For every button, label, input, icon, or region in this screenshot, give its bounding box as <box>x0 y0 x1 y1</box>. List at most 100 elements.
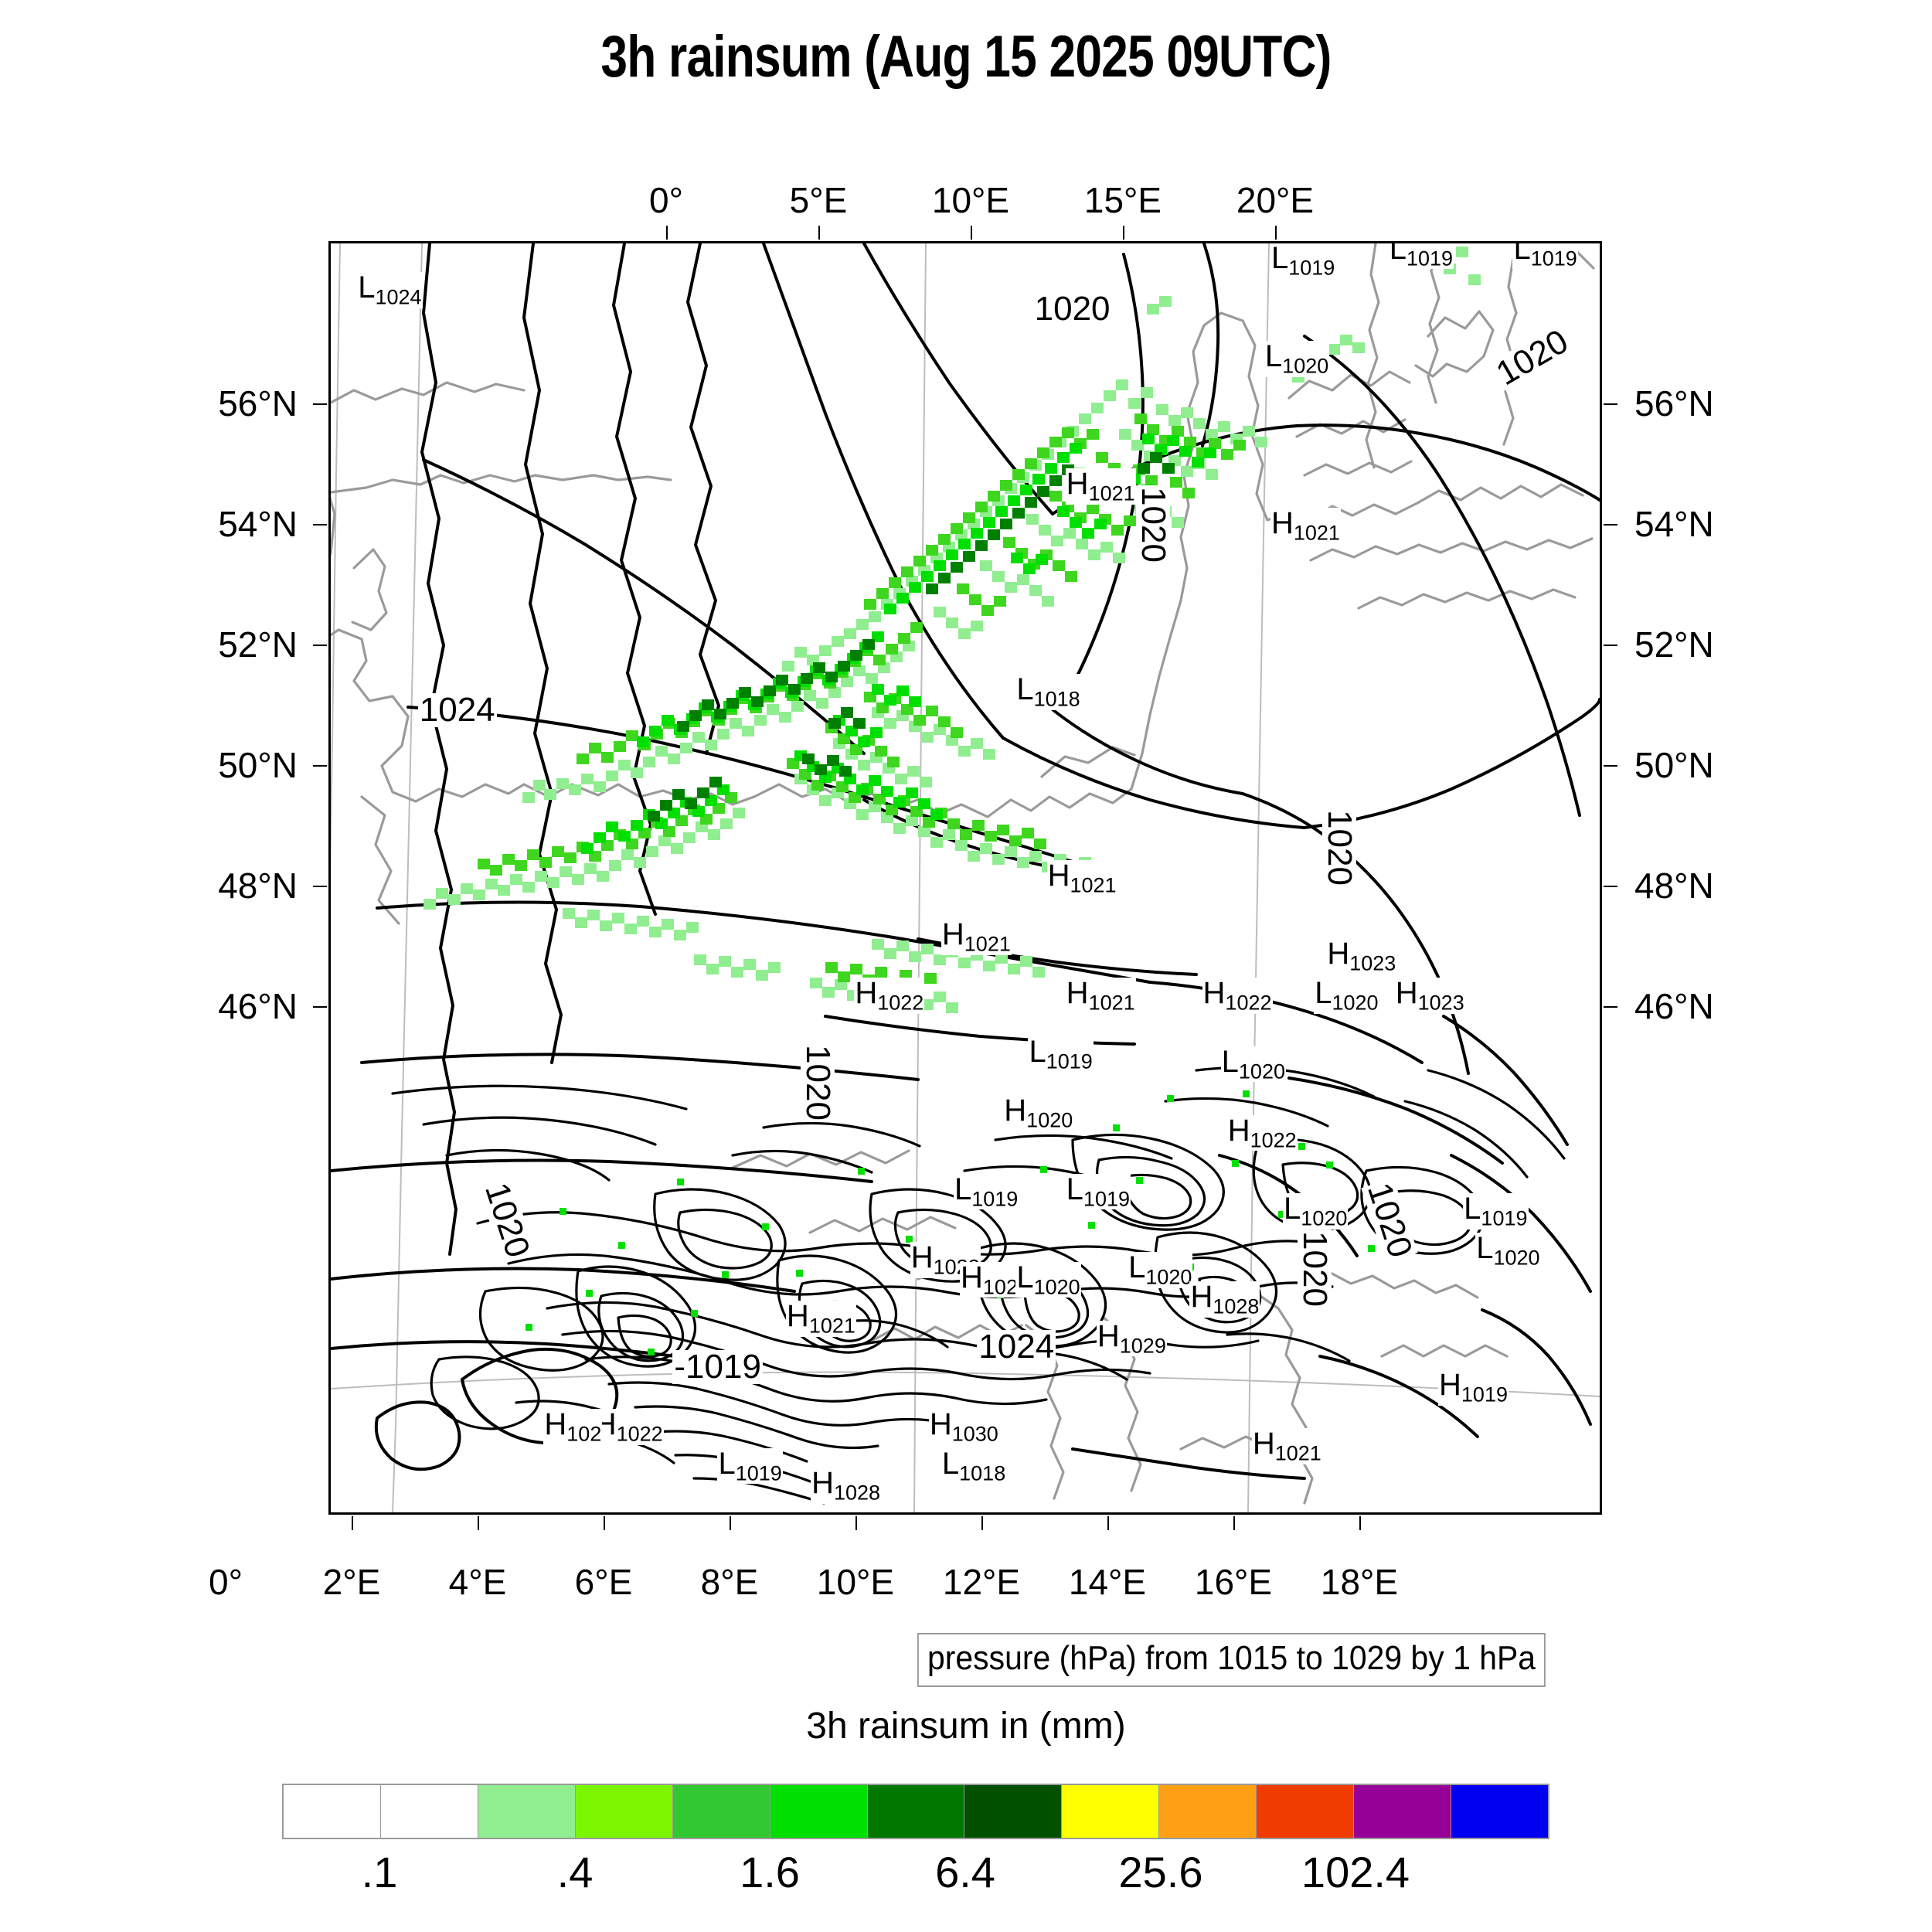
isobar-label: 1020 <box>1296 1230 1335 1309</box>
pressure-center-letter: H <box>1066 466 1089 501</box>
pressure-low-label: L1019 <box>1463 1192 1529 1230</box>
pressure-center-letter: L <box>358 270 376 305</box>
axis-top-tick <box>666 226 668 240</box>
pressure-low-label: L1019 <box>1270 243 1336 279</box>
axis-left-label: 50°N <box>218 745 298 785</box>
pressure-low-label: L1020 <box>1283 1192 1349 1230</box>
axis-bottom-tick <box>855 1516 857 1530</box>
axis-right-label: 50°N <box>1634 745 1714 785</box>
colorbar-cell[interactable] <box>1159 1785 1257 1838</box>
axis-bottom-label: 16°E <box>1194 1562 1273 1602</box>
isobar-label: 1020 <box>1032 289 1112 328</box>
colorbar-cell[interactable] <box>1354 1785 1452 1838</box>
pressure-high-label: H1021 <box>785 1299 856 1338</box>
axis-left-tick <box>313 1006 327 1008</box>
pressure-low-label: L1020 <box>1314 978 1379 1014</box>
pressure-center-letter: H <box>1004 1094 1027 1128</box>
axis-left-tick <box>313 645 327 646</box>
colorbar-tick-label: .4 <box>556 1848 594 1896</box>
colorbar-cell[interactable] <box>1062 1785 1160 1838</box>
pressure-center-letter: H <box>1395 976 1418 1011</box>
axis-top-tick <box>1275 226 1277 240</box>
pressure-center-letter: L <box>1315 976 1332 1011</box>
axis-bottom-tick <box>352 1516 353 1530</box>
pressure-high-label: H1029 <box>1096 1318 1167 1358</box>
pressure-low-label: L1020 <box>1220 1046 1286 1083</box>
pressure-center-letter: H <box>1097 1318 1120 1353</box>
pressure-center-value: 1021 <box>1293 521 1340 545</box>
pressure-center-letter: H <box>1202 976 1226 1011</box>
axis-right-tick <box>1604 1006 1617 1008</box>
axis-top-label: 20°E <box>1236 180 1315 220</box>
pressure-center-letter: H <box>855 976 878 1011</box>
pressure-center-value: 1030 <box>951 1422 998 1446</box>
pressure-center-letter: H <box>1066 976 1089 1011</box>
colorbar-cell[interactable] <box>770 1785 868 1838</box>
pressure-high-label: H1030 <box>928 1406 999 1446</box>
colorbar-tick-label: 1.6 <box>740 1848 800 1896</box>
pressure-center-value: 1020 <box>1493 1246 1540 1270</box>
colorbar[interactable] <box>282 1784 1549 1839</box>
pressure-center-letter: H <box>1047 859 1070 893</box>
isobar-label: 1020 <box>1134 485 1173 564</box>
pressure-low-label: L1019 <box>1065 1173 1131 1210</box>
axis-top-label: 5°E <box>789 180 848 220</box>
colorbar-cell[interactable] <box>575 1785 673 1838</box>
precipitation-field <box>423 247 1481 1379</box>
pressure-center-value: 1028 <box>1213 1294 1260 1318</box>
pressure-center-value: 1029 <box>1119 1334 1166 1358</box>
pressure-center-value: 1019 <box>1530 247 1577 270</box>
colorbar-cell[interactable] <box>380 1785 478 1838</box>
pressure-low-label: L1020 <box>1264 341 1330 377</box>
pressure-center-letter: L <box>1389 241 1406 266</box>
colorbar-cell[interactable] <box>672 1785 770 1838</box>
axis-left-label: 46°N <box>218 986 298 1026</box>
colorbar-cell[interactable] <box>964 1785 1063 1838</box>
axis-right-tick <box>1604 403 1617 405</box>
pressure-center-letter: L <box>1029 1035 1046 1070</box>
pressure-center-letter: L <box>1016 1260 1034 1294</box>
axis-right-tick <box>1604 886 1617 887</box>
pressure-center-letter: H <box>1327 937 1350 971</box>
pressure-center-value: 1021 <box>964 932 1011 956</box>
pressure-center-letter: L <box>1284 1192 1301 1226</box>
pressure-center-letter: L <box>1464 1192 1481 1226</box>
axis-bottom-tick <box>1233 1516 1235 1530</box>
pressure-high-label: H102 <box>543 1406 603 1445</box>
axis-bottom-label: 2°E <box>322 1562 381 1602</box>
pressure-center-value: 1022 <box>616 1422 663 1446</box>
pressure-high-label: H1028 <box>811 1467 882 1504</box>
colorbar-cell[interactable] <box>478 1785 576 1838</box>
colorbar-caption: 3h rainsum in (mm) <box>806 1706 1126 1747</box>
axis-left-tick <box>313 765 327 767</box>
pressure-center-value: 1022 <box>1225 991 1272 1015</box>
pressure-center-letter: H <box>1252 1427 1275 1461</box>
axis-left-tick <box>313 403 327 405</box>
pressure-high-label: H1022 <box>910 1240 981 1279</box>
pressure-center-letter: H <box>544 1406 567 1441</box>
pressure-low-label: L1019 <box>1388 241 1454 270</box>
pressure-center-letter: H <box>910 1240 934 1275</box>
pressure-low-label: L1019 <box>1512 243 1578 270</box>
pressure-center-value: 1019 <box>735 1461 782 1485</box>
colorbar-cell[interactable] <box>284 1785 381 1838</box>
pressure-center-letter: L <box>718 1446 736 1481</box>
pressure-high-label: H1022 <box>854 976 925 1014</box>
axis-bottom-label: 10°E <box>816 1562 895 1602</box>
pressure-center-value: 1019 <box>1046 1049 1093 1073</box>
colorbar-cell[interactable] <box>1257 1785 1355 1838</box>
axis-left-tick <box>313 886 327 887</box>
pressure-center-value: 1021 <box>1088 481 1135 505</box>
pressure-center-value: 1021 <box>1274 1441 1321 1465</box>
pressure-center-letter: H <box>929 1406 952 1441</box>
pressure-center-letter: H <box>1227 1113 1250 1148</box>
pressure-center-letter: H <box>786 1299 809 1334</box>
axis-bottom-label: 18°E <box>1320 1562 1399 1602</box>
colorbar-cell[interactable] <box>867 1785 965 1838</box>
colorbar-cell[interactable] <box>1451 1785 1548 1838</box>
map-plot-area: L1024 L1019 L1019 L1019 L1020 H1021 H1021 L1018… <box>328 241 1602 1515</box>
axis-right-label: 54°N <box>1634 504 1714 544</box>
axis-right-tick <box>1604 645 1617 646</box>
pressure-high-label: H1021 <box>1251 1427 1322 1465</box>
axis-left-tick <box>313 524 327 526</box>
